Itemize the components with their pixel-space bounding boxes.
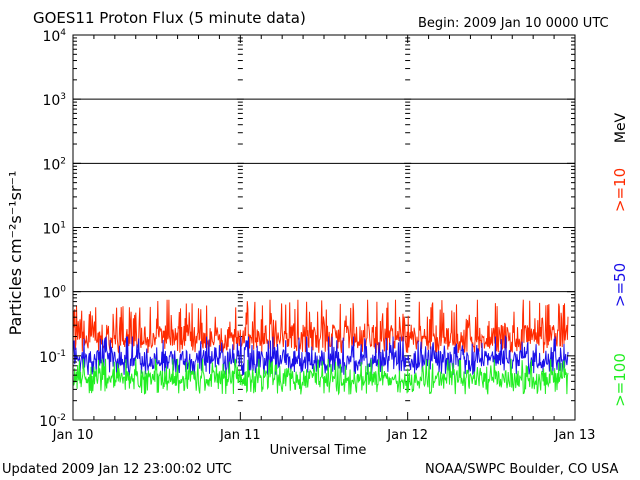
x-tick-labels: Jan 10 Jan 11 Jan 12 Jan 13 [52,428,596,443]
x-tick-label: Jan 13 [554,428,596,443]
updated-label: Updated 2009 Jan 12 23:00:02 UTC [2,462,232,477]
y-tick-label: 10-2 [39,413,66,430]
legend: MeV >=10 >=50 >=100 [611,112,629,406]
x-axis-label: Universal Time [270,443,367,458]
source-label: NOAA/SWPC Boulder, CO USA [425,462,618,477]
y-tick-labels: 10-2 10-1 100 101 102 103 104 [39,28,66,430]
y-tick-label: 104 [42,28,66,45]
y-tick-label: 100 [42,285,66,302]
axes [72,34,576,421]
begin-label: Begin: 2009 Jan 10 0000 UTC [418,16,609,31]
y-tick-label: 10-1 [39,349,66,366]
legend-label-2: >=50 [611,263,629,307]
legend-label-3: >=100 [611,353,629,407]
y-tick-label: 102 [42,156,66,173]
series-line-1 [72,299,569,355]
y-tick-label: 103 [42,92,66,109]
x-tick-label: Jan 12 [386,428,428,443]
chart-title: GOES11 Proton Flux (5 minute data) [33,9,306,27]
x-tick-label: Jan 11 [219,428,261,443]
series-line-3 [72,358,569,396]
x-tick-label: Jan 10 [52,428,94,443]
y-axis-label: Particles cm⁻²s⁻¹sr⁻¹ [6,171,25,336]
y-tick-label: 101 [42,221,66,238]
legend-unit: MeV [613,112,629,143]
series-layer [72,299,569,396]
legend-label-1: >=10 [611,168,629,212]
threshold-lines [73,98,575,293]
